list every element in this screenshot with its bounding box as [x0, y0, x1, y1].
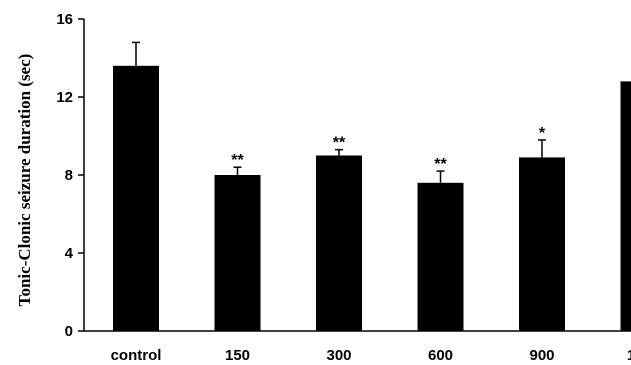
significance-mark: * — [539, 125, 546, 142]
bar — [113, 65, 159, 332]
significance-mark: ** — [434, 156, 447, 173]
y-tick-label: 8 — [65, 167, 73, 184]
x-tick-label: 900 — [529, 347, 554, 364]
significance-marks: ******* — [231, 125, 546, 173]
y-ticks: 0 4 8 12 16 — [56, 11, 84, 340]
x-tick-label: 150 — [225, 347, 250, 364]
y-tick-label: 4 — [65, 245, 74, 262]
x-tick-labels: control 150 300 600 900 1200 — [111, 347, 631, 364]
significance-mark: ** — [333, 135, 346, 152]
y-tick-label: 12 — [56, 89, 73, 106]
error-bars — [132, 41, 546, 183]
significance-mark: ** — [231, 152, 244, 169]
x-tick-label: 300 — [326, 347, 351, 364]
x-tick-label: 600 — [428, 347, 453, 364]
bar — [519, 157, 565, 331]
x-tick-label: control — [111, 347, 162, 364]
bars — [113, 65, 631, 332]
bar — [214, 175, 261, 331]
bar — [620, 81, 631, 332]
y-axis-label: Tonic-Clonic seizure duration (sec) — [15, 54, 34, 307]
y-tick-label: 0 — [65, 323, 73, 340]
bar — [316, 155, 362, 331]
y-tick-label: 16 — [56, 11, 73, 28]
bar — [417, 182, 464, 331]
x-tick-label: 1200 — [627, 347, 631, 364]
